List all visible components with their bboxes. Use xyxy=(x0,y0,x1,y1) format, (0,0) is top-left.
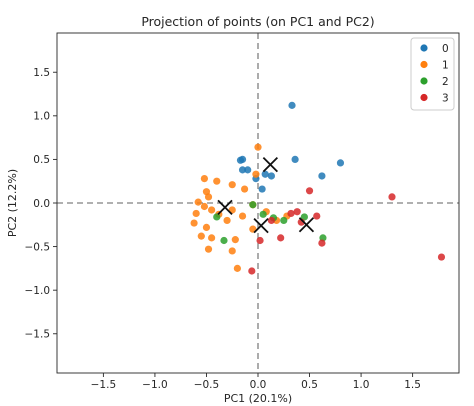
data-point xyxy=(318,172,326,180)
data-point xyxy=(192,209,200,218)
centroid-markers xyxy=(217,157,315,234)
data-point xyxy=(190,219,198,227)
data-point xyxy=(204,193,213,201)
data-point xyxy=(249,201,257,209)
y-tick-label: 1.0 xyxy=(33,111,50,123)
y-axis-label: PC2 (12.2%) xyxy=(6,169,19,237)
y-tick-label: −0.5 xyxy=(25,241,51,253)
legend-label: 1 xyxy=(442,60,449,72)
x-tick-label: 0.0 xyxy=(250,379,267,391)
data-point xyxy=(213,213,221,221)
data-point xyxy=(267,216,275,225)
data-point xyxy=(204,245,213,253)
reference-lines xyxy=(57,33,459,373)
legend-marker xyxy=(420,93,428,102)
centroid-marker xyxy=(298,217,315,233)
y-tick-label: 0.5 xyxy=(33,154,50,166)
data-point xyxy=(305,187,314,195)
data-point xyxy=(200,174,208,183)
data-point xyxy=(208,234,216,242)
legend-marker xyxy=(420,60,428,69)
data-point xyxy=(288,101,296,109)
centroid-marker xyxy=(253,218,269,234)
data-point xyxy=(208,206,216,214)
x-tick-label: −0.5 xyxy=(194,379,220,391)
x-tick-label: −1.0 xyxy=(142,379,168,391)
data-point xyxy=(202,223,211,232)
centroid-marker xyxy=(217,199,233,215)
data-point xyxy=(388,193,396,201)
data-point xyxy=(437,253,446,261)
data-point xyxy=(291,155,299,164)
data-point xyxy=(261,170,269,178)
data-point xyxy=(228,181,236,189)
data-point xyxy=(293,208,301,216)
centroid-marker xyxy=(262,157,279,173)
data-point xyxy=(228,247,236,255)
data-point xyxy=(259,210,267,218)
legend-marker xyxy=(420,44,428,52)
data-point xyxy=(258,185,266,193)
data-point xyxy=(252,170,260,178)
data-point xyxy=(244,166,252,174)
data-point xyxy=(248,267,256,275)
y-tick-label: −1.0 xyxy=(25,285,51,297)
data-point xyxy=(318,239,326,247)
x-tick-label: 1.0 xyxy=(353,379,370,391)
data-point xyxy=(313,212,321,220)
x-tick-label: 1.5 xyxy=(404,379,421,391)
x-tick-label: −1.5 xyxy=(91,379,117,391)
data-point xyxy=(277,234,285,242)
data-point xyxy=(213,177,221,185)
legend-label: 3 xyxy=(442,93,449,105)
data-point xyxy=(267,172,275,180)
data-points xyxy=(190,101,446,275)
chart-title: Projection of points (on PC1 and PC2) xyxy=(141,14,374,29)
y-tick-label: 1.5 xyxy=(33,67,50,79)
data-point xyxy=(238,212,247,220)
y-tick-label: 0.0 xyxy=(33,198,50,210)
data-point xyxy=(238,155,247,164)
y-axis-ticks: 1.5 1.0 0.5 0.0 −0.5 −1.0 −1.5 xyxy=(25,67,57,341)
legend-marker xyxy=(420,77,428,85)
x-axis-ticks: −1.5 −1.0 −0.5 0.0 0.5 1.0 1.5 xyxy=(91,373,421,391)
x-tick-label: 0.5 xyxy=(301,379,318,391)
data-point xyxy=(241,185,249,193)
data-point xyxy=(287,209,295,218)
data-point xyxy=(238,166,247,174)
y-tick-label: −1.5 xyxy=(25,329,51,341)
data-point xyxy=(280,216,288,225)
data-point xyxy=(233,264,241,272)
data-point xyxy=(200,202,208,211)
data-point xyxy=(197,232,205,240)
data-point xyxy=(300,213,308,221)
data-point xyxy=(254,143,262,151)
data-point xyxy=(231,236,239,244)
legend-label: 0 xyxy=(442,43,449,55)
legend-box xyxy=(410,37,455,111)
data-point xyxy=(220,236,228,245)
data-point xyxy=(223,216,231,225)
data-point xyxy=(194,198,202,206)
series-3-points xyxy=(248,187,446,275)
series-0-points xyxy=(236,101,345,193)
legend: 0 1 2 3 xyxy=(410,37,455,111)
data-point xyxy=(256,236,264,245)
legend-label: 2 xyxy=(442,76,449,88)
x-axis-label: PC1 (20.1%) xyxy=(224,392,292,405)
data-point xyxy=(336,159,345,167)
